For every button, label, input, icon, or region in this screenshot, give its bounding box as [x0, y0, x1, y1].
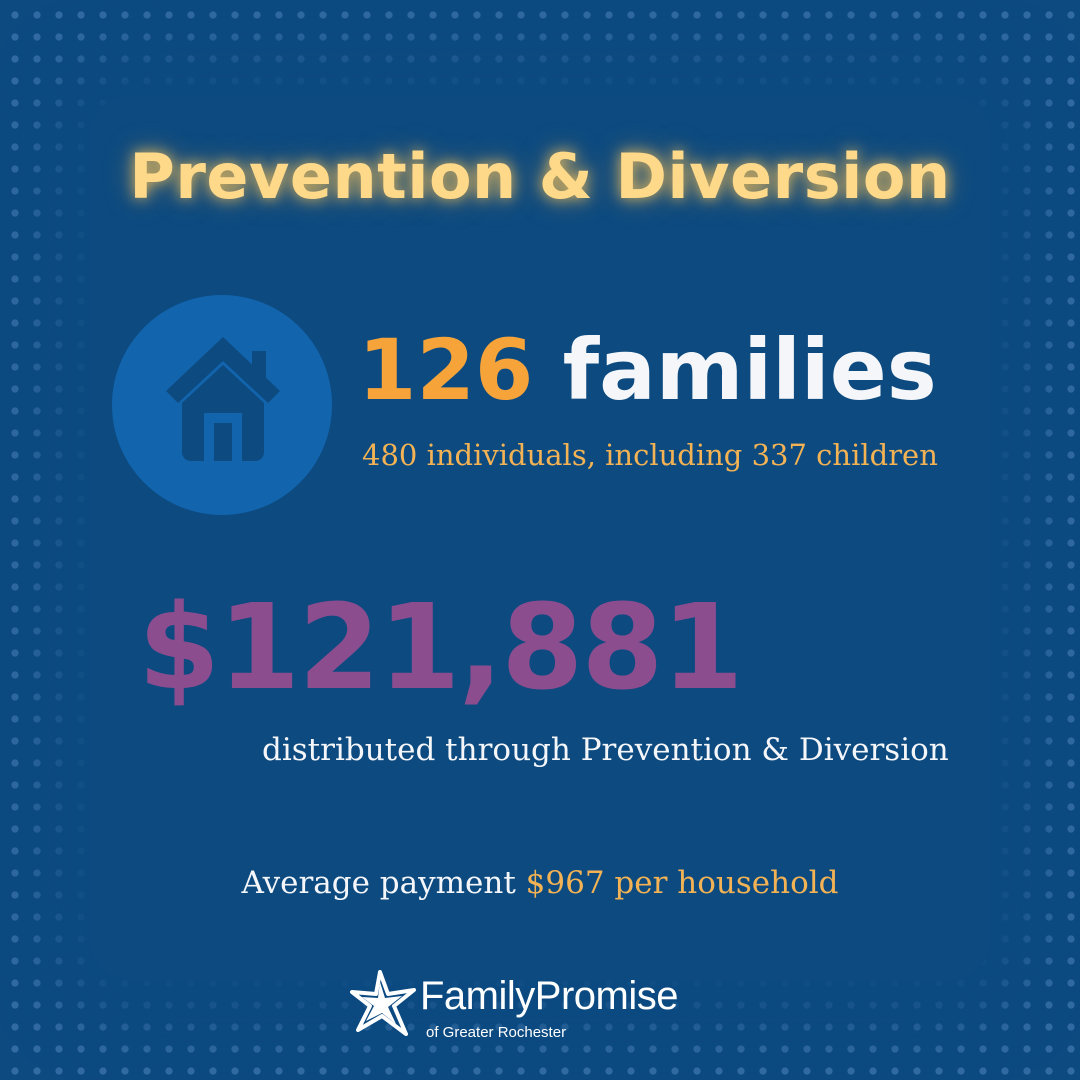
star-icon — [350, 970, 416, 1036]
house-icon — [166, 337, 280, 461]
inner-panel — [90, 95, 990, 980]
families-count: 126 — [358, 321, 534, 419]
families-label: families — [562, 321, 937, 419]
page-title: Prevention & Diversion — [129, 140, 951, 213]
families-stat: 126 families — [358, 328, 937, 412]
family-promise-logo: FamilyPromise of Greater Rochester — [350, 968, 750, 1048]
logo-subtitle: of Greater Rochester — [426, 1024, 567, 1041]
distributed-amount: $121,881 — [138, 578, 744, 716]
average-payment: Average payment $967 per household — [0, 865, 1080, 901]
house-badge — [112, 295, 332, 515]
average-payment-value: $967 per household — [525, 865, 839, 901]
individuals-line: 480 individuals, including 337 children — [362, 438, 938, 472]
average-payment-lead: Average payment — [241, 865, 516, 901]
distributed-line: distributed through Prevention & Diversi… — [262, 732, 949, 768]
logo-brand: FamilyPromise — [420, 974, 678, 1018]
